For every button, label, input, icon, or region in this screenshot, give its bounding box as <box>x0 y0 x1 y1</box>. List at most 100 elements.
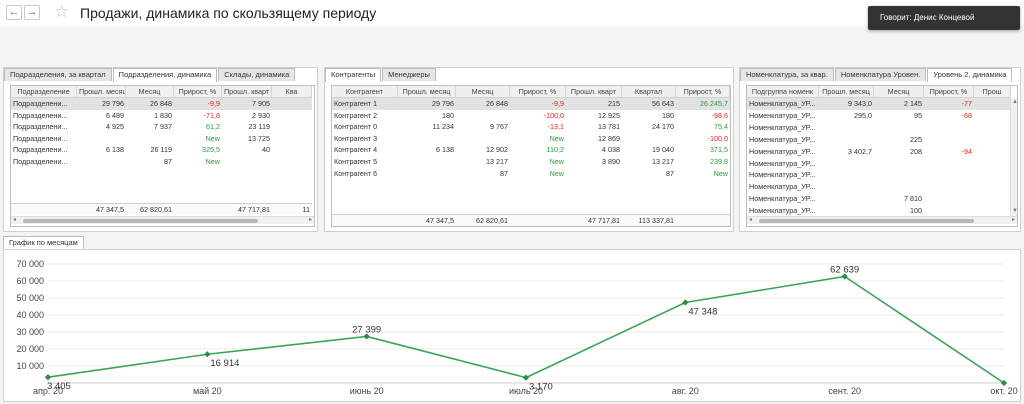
table-row[interactable]: Номенклатура_УР... 7 810 <box>747 193 1011 205</box>
table-cell <box>819 169 874 181</box>
mid-col-header[interactable]: Прирост, % <box>510 86 566 98</box>
nomenclature-table[interactable]: Подгруппа номенк Прошл. месяц Месяц Прирост… <box>746 85 1018 227</box>
table-row[interactable]: Контрагент 6 87 New 87 New <box>332 168 730 180</box>
table-row[interactable]: Контрагент 0 11 234 9 767 -13,1 13 781 24 170… <box>332 121 730 133</box>
table-row[interactable]: Номенклатура_УР... <box>747 122 1011 134</box>
table-cell <box>974 158 1011 170</box>
table-row[interactable]: Контрагент 3 New 12 869 -100,0 <box>332 133 730 145</box>
back-button[interactable]: ← <box>6 5 22 20</box>
table-cell <box>819 181 874 193</box>
table-row[interactable]: Номенклатура_УР... 3 402,7 208 -94 <box>747 146 1011 158</box>
counterparties-table[interactable]: Контрагент Прошл. месяц Месяц Прирост, % Про… <box>331 85 731 227</box>
table-cell: Контрагент 0 <box>334 122 378 132</box>
table-row[interactable]: Подразделени... 4 925 7 937 61,2 23 119 <box>11 121 312 133</box>
tab-right-2[interactable]: Уровень 2, динамика <box>927 68 1013 82</box>
table-cell: 19 040 <box>652 145 674 155</box>
table-row[interactable]: Контрагент 4 6 138 12 902 110,2 4 038 19 040 3… <box>332 144 730 156</box>
series-line <box>47 275 1005 384</box>
right-col-header[interactable]: Прош <box>974 86 1011 98</box>
scroll-right-icon[interactable]: ▸ <box>308 217 312 223</box>
table-row[interactable]: Подразделени... 6 138 26 119 325,5 40 <box>11 144 312 156</box>
tab-chart-by-month[interactable]: График по месяцам <box>3 236 84 250</box>
tab-right-0[interactable]: Номенклатура, за квар. <box>740 68 834 81</box>
table-row[interactable]: Номенклатура_УР... 100 <box>747 205 1011 217</box>
tab-mid-1[interactable]: Менеджеры <box>382 68 436 81</box>
mid-col-header[interactable]: Контрагент <box>332 86 398 98</box>
departments-tabs: Подразделения, за квартал Подразделения, … <box>4 68 296 82</box>
right-horizontal-scrollbar[interactable]: ◂ ▸ <box>747 216 1017 224</box>
left-col-header[interactable]: Подразделение <box>11 86 77 98</box>
scroll-left-icon[interactable]: ◂ <box>13 217 17 223</box>
table-cell: 9 343,0 <box>848 99 872 108</box>
forward-button[interactable]: → <box>24 5 40 20</box>
table-row[interactable]: Контрагент 1 29 796 26 848 -9,9 215 56 643 26 … <box>332 98 730 110</box>
table-cell: 3 890 <box>602 157 620 166</box>
right-col-header[interactable]: Прирост, % <box>924 86 974 98</box>
table-cell: Подразделени... <box>13 122 68 132</box>
left-col-header[interactable]: Месяц <box>126 86 174 98</box>
table-cell <box>874 181 924 193</box>
table-cell <box>272 133 312 145</box>
data-label: 47 348 <box>688 307 717 318</box>
table-cell: Контрагент 5 <box>334 157 378 166</box>
left-col-header[interactable]: Ква <box>272 86 312 98</box>
x-tick-label: май 20 <box>193 386 222 396</box>
left-horizontal-scrollbar[interactable]: ◂ ▸ <box>11 216 314 224</box>
left-col-header[interactable]: Прошл. кварт <box>222 86 272 98</box>
table-cell <box>272 110 312 122</box>
tab-left-2[interactable]: Склады, динамика <box>218 68 296 81</box>
table-cell <box>924 193 974 205</box>
table-cell <box>874 158 924 170</box>
departments-table[interactable]: Подразделение Прошл. месяц Месяц Прирост, %… <box>10 85 315 227</box>
mid-col-header[interactable]: Месяц <box>456 86 510 98</box>
right-col-header[interactable]: Месяц <box>874 86 924 98</box>
right-col-header[interactable]: Подгруппа номенк <box>747 86 819 98</box>
table-cell: 26 848 <box>150 99 172 108</box>
table-cell: -98,6 <box>711 110 728 120</box>
table-cell <box>924 134 974 146</box>
table-cell <box>974 110 1011 122</box>
table-row[interactable]: Контрагент 2 180 -100,0 12 925 180 -98,6 <box>332 110 730 122</box>
table-cell: 61,2 <box>206 122 220 132</box>
table-row[interactable]: Контрагент 5 13 217 New 3 890 13 217 239,8 <box>332 156 730 168</box>
table-row[interactable]: Номенклатура_УР... <box>747 169 1011 181</box>
scroll-right-icon[interactable]: ▸ <box>1011 217 1015 223</box>
right-vertical-scrollbar[interactable]: ▲ ▼ <box>1010 98 1017 216</box>
table-row[interactable]: Номенклатура_УР... 225 <box>747 134 1011 146</box>
scroll-down-icon[interactable]: ▼ <box>1012 208 1018 214</box>
table-cell: 24 170 <box>652 122 674 132</box>
tab-right-1[interactable]: Номенклатура Уровен. <box>834 68 927 81</box>
scroll-left-icon[interactable]: ◂ <box>749 217 753 223</box>
favorite-star-icon[interactable]: ☆ <box>54 2 70 21</box>
table-cell: 100 <box>910 206 922 216</box>
table-cell <box>398 168 456 180</box>
table-row[interactable]: Номенклатура_УР... 295,0 95 -68 <box>747 110 1011 122</box>
table-cell: 26 245,7 <box>700 99 728 108</box>
table-row[interactable]: Номенклатура_УР... <box>747 181 1011 193</box>
tab-left-1[interactable]: Подразделения, динамика <box>112 68 218 82</box>
table-row[interactable]: Подразделени... New 13 725 <box>11 133 312 145</box>
table-cell <box>398 156 456 168</box>
right-scroll-thumb[interactable] <box>759 219 974 223</box>
table-row[interactable]: Подразделени... 29 796 26 848 -9,9 7 905 <box>11 98 312 110</box>
left-scroll-thumb[interactable] <box>23 219 258 223</box>
table-cell: 40 <box>262 145 270 155</box>
table-cell: 6 138 <box>436 145 454 155</box>
mid-col-header[interactable]: Прошл. месяц <box>398 86 456 98</box>
tab-left-0[interactable]: Подразделения, за квартал <box>4 68 112 81</box>
tab-mid-0[interactable]: Контрагенты <box>325 68 382 82</box>
scroll-up-icon[interactable]: ▲ <box>1012 99 1018 105</box>
table-row[interactable]: Подразделени... 6 489 1 830 -71,8 2 930 <box>11 110 312 122</box>
left-col-header[interactable]: Прошл. месяц <box>79 86 126 98</box>
table-row[interactable]: Подразделени... 87 New <box>11 156 312 168</box>
left-col-header[interactable]: Прирост, % <box>174 86 222 98</box>
total-cell: 47 347,5 <box>96 205 124 214</box>
left-totals-row: 47 347,5 62 820,61 47 717,81 11 <box>11 203 312 215</box>
mid-col-header[interactable]: Квартал <box>622 86 676 98</box>
mid-col-header[interactable]: Прошл. кварт <box>566 86 622 98</box>
notification-popup[interactable]: Говорит: Денис Концевой <box>868 6 1020 30</box>
mid-col-header[interactable]: Прирост, % <box>676 86 730 98</box>
right-col-header[interactable]: Прошл. месяц <box>819 86 874 98</box>
table-row[interactable]: Номенклатура_УР... 9 343,0 2 145 -77 <box>747 98 1011 110</box>
table-row[interactable]: Номенклатура_УР... <box>747 158 1011 170</box>
